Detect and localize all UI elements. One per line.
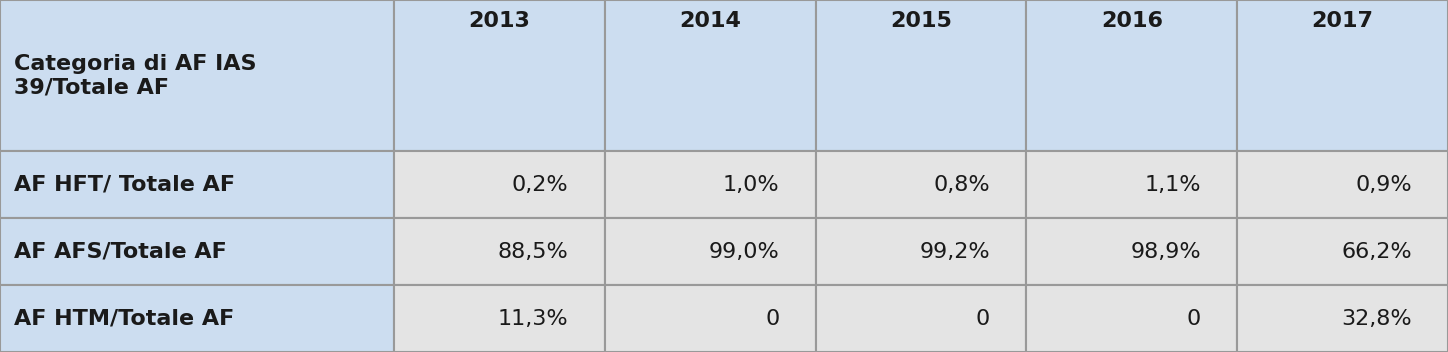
Bar (815, 285, 1027, 352)
Bar (0, 285, 394, 352)
Text: 0: 0 (976, 309, 990, 328)
Text: AF AFS/Totale AF: AF AFS/Totale AF (14, 242, 227, 262)
Text: 2016: 2016 (1100, 11, 1163, 31)
Text: AF HFT/ Totale AF: AF HFT/ Totale AF (14, 175, 236, 195)
Text: 0,8%: 0,8% (934, 175, 990, 195)
Bar (605, 285, 815, 352)
Text: 0: 0 (765, 309, 779, 328)
Bar (605, 0, 815, 151)
Text: 0,9%: 0,9% (1355, 175, 1412, 195)
Text: 1,1%: 1,1% (1144, 175, 1200, 195)
Bar (1237, 218, 1448, 285)
Text: 2013: 2013 (468, 11, 530, 31)
Bar (1027, 218, 1237, 285)
Text: 11,3%: 11,3% (498, 309, 569, 328)
Text: 2015: 2015 (891, 11, 951, 31)
Bar (394, 151, 605, 218)
Text: Categoria di AF IAS
39/Totale AF: Categoria di AF IAS 39/Totale AF (14, 54, 256, 97)
Bar (815, 0, 1027, 151)
Bar (1237, 285, 1448, 352)
Text: AF HTM/Totale AF: AF HTM/Totale AF (14, 309, 235, 328)
Text: 99,0%: 99,0% (708, 242, 779, 262)
Text: 98,9%: 98,9% (1131, 242, 1200, 262)
Bar (0, 218, 394, 285)
Text: 66,2%: 66,2% (1341, 242, 1412, 262)
Text: 2014: 2014 (679, 11, 741, 31)
Bar (1027, 151, 1237, 218)
Bar (605, 151, 815, 218)
Text: 0: 0 (1187, 309, 1200, 328)
Bar (394, 218, 605, 285)
Text: 2017: 2017 (1312, 11, 1374, 31)
Bar (394, 0, 605, 151)
Text: 0,2%: 0,2% (511, 175, 569, 195)
Text: 32,8%: 32,8% (1341, 309, 1412, 328)
Bar (0, 0, 394, 151)
Bar (1237, 151, 1448, 218)
Bar (1027, 0, 1237, 151)
Bar (0, 151, 394, 218)
Bar (394, 285, 605, 352)
Bar (1027, 285, 1237, 352)
Bar (605, 218, 815, 285)
Bar (815, 151, 1027, 218)
Bar (815, 218, 1027, 285)
Text: 99,2%: 99,2% (919, 242, 990, 262)
Text: 1,0%: 1,0% (723, 175, 779, 195)
Bar (1237, 0, 1448, 151)
Text: 88,5%: 88,5% (498, 242, 569, 262)
